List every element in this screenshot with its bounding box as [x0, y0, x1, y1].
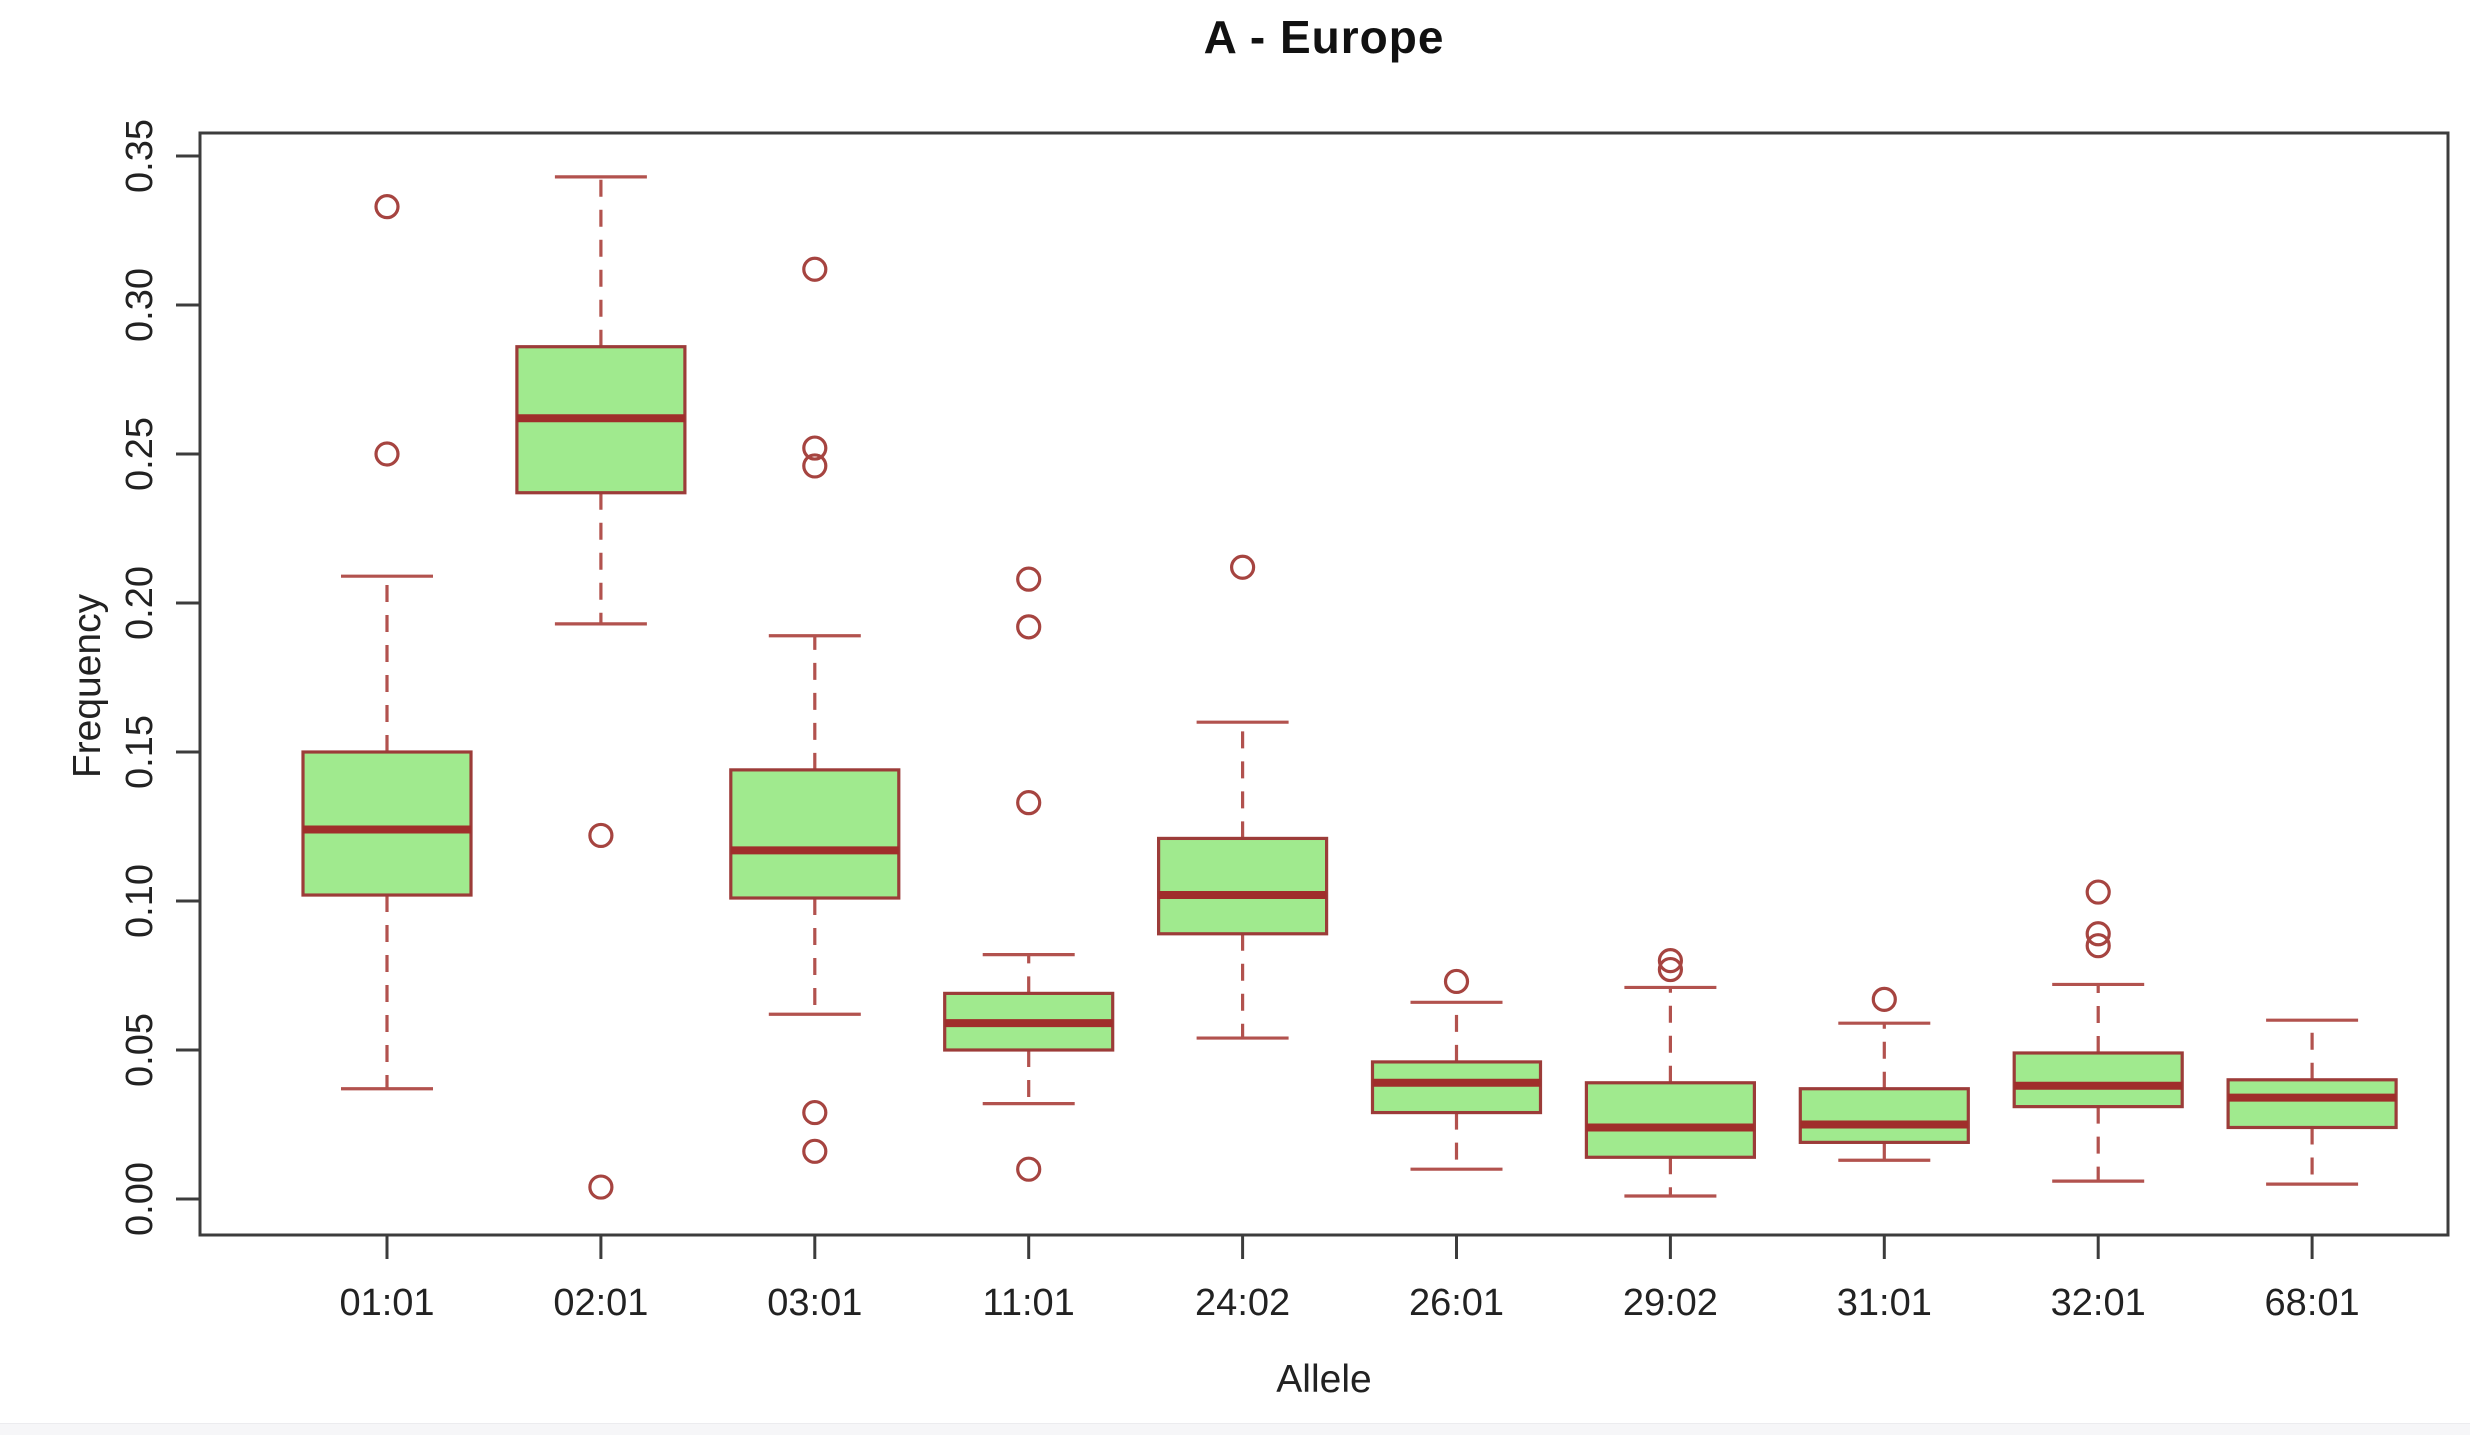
outlier-point [2085, 879, 2111, 905]
x-tick-label: 11:01 [983, 1282, 1075, 1324]
y-tick-label: 0.05 [119, 1013, 161, 1087]
iqr-box [2012, 1051, 2184, 1109]
x-tick-label: 03:01 [767, 1282, 862, 1324]
y-tick-label: 0.20 [119, 566, 161, 640]
y-tick-label: 0.35 [119, 119, 161, 193]
x-tick-label: 29:02 [1623, 1282, 1718, 1324]
box-26-01 [1370, 968, 1543, 1171]
outlier-point [1016, 1156, 1042, 1182]
outlier-point [802, 435, 828, 461]
outlier-point [1016, 614, 1042, 640]
box-03-01 [729, 256, 901, 1164]
outlier-point [802, 256, 828, 282]
outlier-point [802, 453, 828, 479]
box-02-01 [515, 175, 687, 1200]
y-tick-label: 0.00 [119, 1162, 161, 1236]
x-axis-title: Allele [1276, 1358, 1372, 1401]
outlier-point [588, 822, 614, 849]
x-tick-label: 02:01 [553, 1282, 648, 1324]
outlier-point [802, 1138, 828, 1164]
box-29-02 [1584, 947, 1757, 1198]
plot-frame [198, 131, 2450, 1237]
outlier-point [802, 1099, 828, 1126]
box-01-01 [301, 194, 473, 1091]
iqr-box [1798, 1087, 1970, 1144]
box-31-01 [1798, 986, 1970, 1162]
x-tick-label: 68:01 [2265, 1282, 2360, 1324]
outlier-point [1871, 986, 1897, 1012]
outlier-point [1657, 947, 1684, 974]
outlier-point [374, 194, 400, 220]
outlier-point [374, 441, 400, 467]
outlier-point [588, 1174, 614, 1200]
outlier-point [1657, 956, 1684, 983]
x-tick-label: 32:01 [2051, 1282, 2146, 1324]
iqr-box [1156, 836, 1329, 936]
box-24-02 [1156, 554, 1329, 1040]
outlier-point [1443, 968, 1470, 995]
iqr-box [1584, 1081, 1757, 1159]
iqr-box [2226, 1078, 2398, 1130]
box-11-01 [943, 566, 1115, 1182]
y-tick-label: 0.15 [119, 715, 161, 789]
iqr-box [1370, 1060, 1543, 1115]
box-32-01 [2012, 879, 2184, 1183]
y-tick-label: 0.10 [119, 864, 161, 938]
outlier-point [1016, 790, 1042, 816]
y-tick-label: 0.30 [119, 268, 161, 342]
x-tick-label: 26:01 [1409, 1282, 1504, 1324]
x-tick-label: 31:01 [1837, 1282, 1932, 1324]
outlier-point [1016, 566, 1042, 592]
iqr-box [301, 750, 473, 897]
chart-title: A - Europe [1203, 11, 1445, 63]
outlier-point [2085, 921, 2111, 947]
y-tick-label: 0.25 [119, 417, 161, 491]
outlier-point [2085, 933, 2111, 959]
footer-strip [0, 1423, 2470, 1435]
iqr-box [729, 768, 901, 900]
x-tick-label: 24:02 [1195, 1282, 1290, 1324]
outlier-point [1229, 554, 1256, 580]
box-68-01 [2226, 1018, 2398, 1186]
x-tick-label: 01:01 [339, 1282, 434, 1324]
